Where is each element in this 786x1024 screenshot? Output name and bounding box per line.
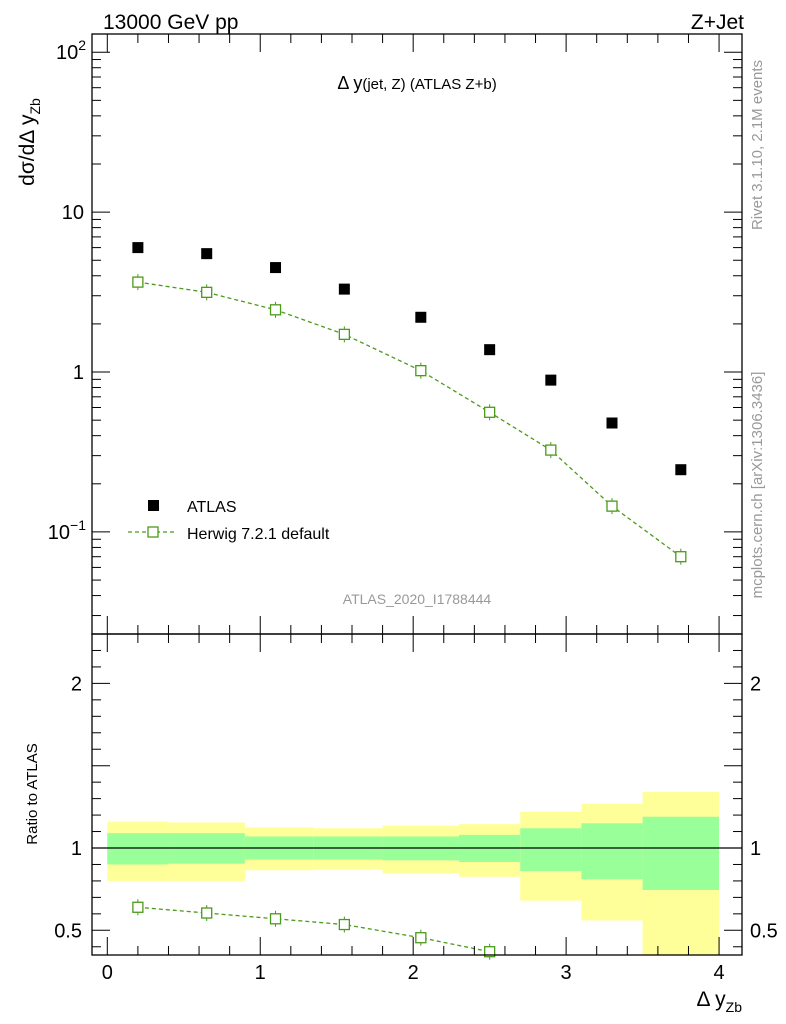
herwig-point bbox=[338, 328, 351, 341]
legend-atlas-marker bbox=[148, 500, 159, 511]
atlas-point bbox=[545, 374, 557, 386]
herwig-point bbox=[132, 276, 144, 288]
herwig-point bbox=[415, 365, 427, 377]
legend-herwig-marker bbox=[147, 526, 159, 538]
atlas-point bbox=[484, 344, 496, 356]
ratio-panel: 0.5 0.5 1 1 2 2 0 1 2 3 4 Ratio to ATLAS Δ yZb bbox=[24, 633, 778, 1015]
analysis-label: ATLAS_2020_I1788444 bbox=[343, 591, 492, 607]
y-axis-label-sub: Zb bbox=[27, 98, 43, 115]
y-axis-label: dσ/dΔ yZb bbox=[16, 98, 43, 186]
atlas-point bbox=[338, 283, 350, 295]
x-tick-label: 3 bbox=[561, 962, 572, 984]
x-axis-label-sub: Zb bbox=[726, 999, 743, 1015]
ratio-y-tick-label: 1 bbox=[71, 838, 82, 860]
atlas-point bbox=[270, 262, 282, 274]
ratio-band-green bbox=[581, 823, 643, 880]
atlas-point bbox=[675, 464, 687, 476]
ratio-frame bbox=[91, 633, 743, 956]
y-tick-label: 10 bbox=[62, 202, 84, 224]
atlas-point bbox=[606, 417, 618, 429]
legend-herwig-label: Herwig 7.2.1 default bbox=[187, 526, 330, 543]
x-tick-label: 2 bbox=[408, 962, 419, 984]
ratio-band-green bbox=[520, 828, 582, 872]
atlas-point bbox=[415, 311, 427, 323]
ratio-band-green bbox=[642, 816, 720, 890]
ratio-y-tick-label: 2 bbox=[71, 673, 82, 695]
y-tick-label: 102 bbox=[56, 37, 86, 64]
x-tick-label: 1 bbox=[255, 962, 266, 984]
ratio-herwig-line bbox=[137, 906, 490, 953]
y-tick-label: 1 bbox=[73, 362, 84, 384]
ratio-herwig-point bbox=[201, 907, 213, 919]
herwig-point bbox=[201, 286, 213, 298]
main-panel: 102 10 1 10−1 Δ y(jet, Z) (ATLAS Z+b) ATLAS… bbox=[16, 33, 743, 635]
ratio-y-axis-label: Ratio to ATLAS bbox=[24, 743, 41, 844]
x-axis-label-main: Δ y bbox=[696, 988, 726, 1011]
ratio-herwig-point bbox=[269, 913, 282, 925]
herwig-point bbox=[269, 304, 282, 316]
energy-label: 13000 GeV pp bbox=[103, 11, 238, 34]
herwig-point bbox=[675, 551, 687, 563]
x-tick-label: 4 bbox=[713, 962, 724, 984]
process-label: Z+Jet bbox=[691, 11, 744, 34]
ratio-y-tick-label-right: 2 bbox=[750, 673, 761, 695]
y-tick-label: 10−1 bbox=[48, 517, 86, 544]
mcplots-label: mcplots.cern.ch [arXiv:1306.3436] bbox=[749, 372, 766, 599]
y-axis-label-main: dσ/dΔ y bbox=[16, 114, 39, 186]
ratio-herwig-point bbox=[132, 901, 144, 913]
svg-text:dσ/dΔ yZb: dσ/dΔ yZb bbox=[16, 98, 43, 186]
main-frame bbox=[91, 33, 743, 635]
herwig-point bbox=[545, 444, 557, 456]
ratio-y-tick-label-right: 1 bbox=[750, 838, 761, 860]
herwig-point bbox=[483, 406, 496, 418]
rivet-version-label: Rivet 3.1.10, 2.1M events bbox=[749, 60, 766, 230]
atlas-point bbox=[201, 248, 213, 260]
ratio-herwig-point bbox=[338, 918, 351, 931]
ratio-y-tick-label-right: 0.5 bbox=[750, 920, 778, 942]
legend: ATLAS Herwig 7.2.1 default bbox=[128, 499, 330, 543]
ratio-herwig-point bbox=[483, 946, 496, 958]
ratio-y-tick-label: 0.5 bbox=[54, 920, 82, 942]
herwig-line bbox=[137, 281, 682, 558]
ratio-band-green bbox=[107, 833, 169, 865]
atlas-point bbox=[132, 242, 144, 254]
herwig-point bbox=[606, 500, 618, 512]
x-axis-label: Δ yZb bbox=[696, 988, 742, 1015]
chart-title: Δ y(jet, Z) (ATLAS Z+b) bbox=[337, 73, 496, 93]
x-tick-label: 0 bbox=[102, 962, 113, 984]
ratio-herwig-point bbox=[415, 932, 427, 944]
legend-atlas-label: ATLAS bbox=[187, 499, 237, 516]
